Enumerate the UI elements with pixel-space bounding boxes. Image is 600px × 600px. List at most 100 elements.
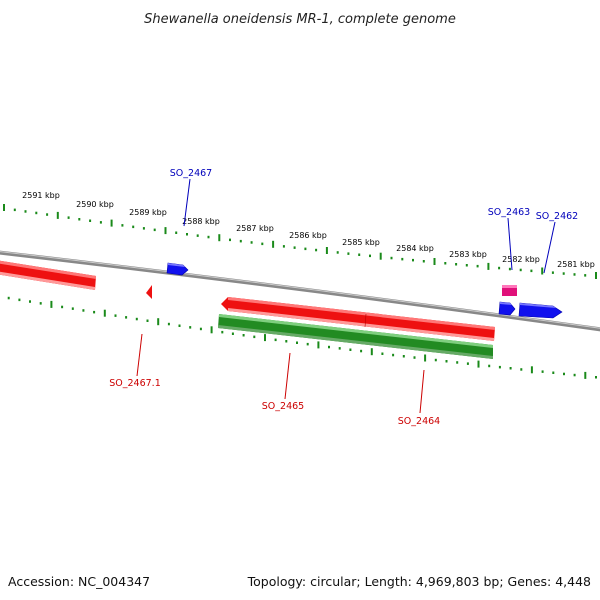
- outer-ring-minor-tick: [121, 224, 124, 227]
- tick-label-2583: 2583 kbp: [449, 250, 487, 259]
- map-title: Shewanella oneidensis MR-1, complete gen…: [144, 12, 456, 27]
- outer-ring-minor-tick: [347, 252, 350, 255]
- inner-ring-minor-tick: [296, 341, 298, 344]
- outer-ring-minor-tick: [250, 241, 253, 244]
- outer-ring-minor-tick: [455, 263, 458, 266]
- outer-ring-minor-tick: [13, 208, 16, 212]
- outer-ring-major-tick: [325, 247, 328, 254]
- outer-ring-major-tick: [56, 211, 59, 219]
- rna-feature[interactable]: [502, 285, 517, 296]
- outer-ring-major-tick: [595, 272, 597, 279]
- gene-left-partial[interactable]: [0, 260, 96, 290]
- forward-strand-features: [166, 262, 563, 319]
- label-so-2467-1[interactable]: SO_2467.1: [109, 378, 161, 389]
- outer-ring-minor-tick: [358, 253, 361, 256]
- tick-label-2589: 2589 kbp: [129, 208, 167, 217]
- outer-ring-minor-tick: [551, 271, 554, 274]
- inner-ring-minor-tick: [135, 317, 138, 321]
- inner-ring-minor-tick: [552, 371, 555, 374]
- inner-ring-minor-tick: [274, 338, 277, 342]
- inner-ring-minor-tick: [595, 376, 597, 379]
- inner-ring-minor-tick: [488, 364, 491, 368]
- inner-ring-minor-tick: [541, 370, 544, 373]
- tick-label-2590: 2590 kbp: [76, 200, 114, 209]
- tick-label-2586: 2586 kbp: [289, 231, 327, 240]
- tick-labels: 2591 kbp 2590 kbp 2589 kbp 2588 kbp 2587…: [22, 191, 595, 269]
- outer-ring-minor-tick: [519, 268, 522, 272]
- inner-ring-minor-tick: [498, 365, 501, 369]
- outer-ring-minor-tick: [412, 258, 414, 262]
- genome-backbone-highlight: [0, 251, 600, 329]
- label-so-2463[interactable]: SO_2463: [488, 207, 530, 218]
- outer-ring-minor-tick: [46, 213, 49, 216]
- inner-ring-minor-tick: [509, 367, 512, 370]
- inner-ring-minor-tick: [253, 335, 256, 339]
- inner-ring-minor-tick: [285, 340, 288, 343]
- outer-ring-minor-tick: [229, 238, 231, 242]
- inner-ring-major-tick: [264, 334, 266, 342]
- outer-ring-minor-tick: [293, 246, 296, 249]
- gene-so-2467[interactable]: [166, 262, 189, 276]
- label-so-2464[interactable]: SO_2464: [398, 416, 440, 427]
- inner-ring-major-tick: [103, 309, 106, 317]
- inner-ring-minor-tick: [392, 353, 395, 357]
- tick-label-2588: 2588 kbp: [182, 217, 220, 226]
- inner-ring-minor-tick: [563, 372, 565, 376]
- accession-text: Accession: NC_004347: [8, 574, 150, 589]
- inner-ring-minor-tick: [434, 358, 437, 362]
- outer-ring-minor-tick: [142, 227, 145, 230]
- gene-so-2467-1[interactable]: [146, 285, 152, 299]
- inner-ring-minor-tick: [413, 356, 416, 359]
- inner-ring-minor-tick: [381, 352, 384, 355]
- inner-ring-minor-tick: [7, 296, 10, 300]
- outer-ring-minor-tick: [78, 218, 81, 221]
- inner-ring-minor-tick: [71, 307, 74, 310]
- outer-ring-minor-tick: [573, 273, 576, 276]
- outer-ring-minor-tick: [132, 225, 135, 229]
- genome-summary-text: Topology: circular; Length: 4,969,803 bp…: [247, 574, 591, 589]
- label-so-2467[interactable]: SO_2467: [170, 168, 212, 179]
- inner-ring-minor-tick: [82, 309, 85, 312]
- gene-so-2463[interactable]: [498, 301, 516, 316]
- inner-ring-minor-tick: [242, 334, 245, 337]
- outer-ring-major-tick: [272, 240, 275, 248]
- inner-ring-minor-tick: [189, 326, 192, 329]
- leader-so-2467: [183, 178, 191, 227]
- outer-ring-minor-tick: [99, 221, 102, 224]
- outer-tick-ring: [3, 204, 597, 279]
- label-so-2462[interactable]: SO_2462: [536, 211, 578, 222]
- gene-so-2464[interactable]: [218, 314, 493, 359]
- inner-ring-minor-tick: [61, 305, 64, 309]
- inner-ring-minor-tick: [39, 302, 42, 305]
- outer-ring-minor-tick: [196, 234, 199, 237]
- inner-ring-major-tick: [584, 371, 587, 379]
- tick-label-2582: 2582 kbp: [502, 255, 540, 264]
- outer-ring-minor-tick: [153, 228, 156, 232]
- inner-ring-minor-tick: [199, 327, 202, 331]
- outer-ring-minor-tick: [304, 247, 307, 251]
- outer-ring-minor-tick: [562, 272, 565, 275]
- outer-ring-major-tick: [164, 227, 167, 235]
- gene-so-2465[interactable]: [221, 297, 495, 341]
- outer-ring-minor-tick: [207, 235, 210, 239]
- outer-ring-minor-tick: [422, 260, 425, 263]
- outer-ring-minor-tick: [584, 274, 587, 277]
- outer-ring-major-tick: [541, 267, 544, 275]
- outer-ring-major-tick: [110, 219, 113, 227]
- outer-ring-minor-tick: [336, 251, 339, 254]
- outer-ring-minor-tick: [261, 242, 264, 246]
- inner-ring-minor-tick: [573, 373, 576, 377]
- tick-label-2584: 2584 kbp: [396, 244, 434, 253]
- genome-backbone: [0, 250, 600, 332]
- outer-ring-minor-tick: [24, 210, 27, 213]
- outer-ring-minor-tick: [315, 248, 318, 252]
- inner-ring-minor-tick: [221, 330, 224, 334]
- outer-ring-minor-tick: [401, 257, 404, 261]
- inner-ring-minor-tick: [520, 368, 523, 371]
- outer-ring-minor-tick: [476, 264, 479, 268]
- gene-so-2462[interactable]: [518, 302, 563, 319]
- inner-ring-major-tick: [370, 348, 373, 356]
- label-so-2465[interactable]: SO_2465: [262, 401, 304, 412]
- outer-ring-minor-tick: [390, 256, 393, 260]
- inner-ring-minor-tick: [125, 316, 128, 319]
